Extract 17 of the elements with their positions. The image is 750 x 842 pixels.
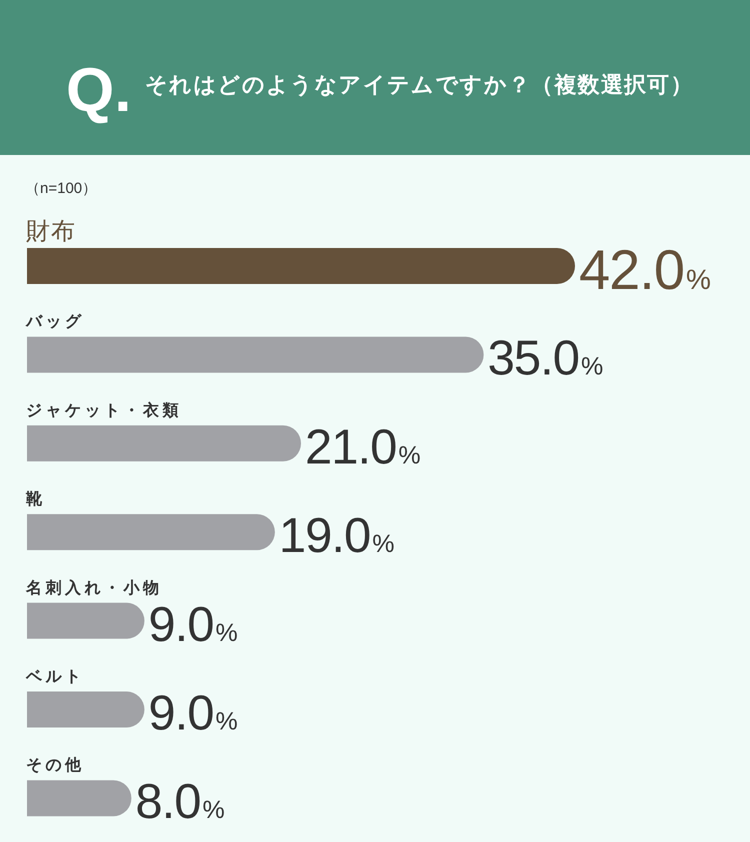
category-label: 靴	[26, 491, 46, 508]
value-label: 21.0%	[305, 420, 421, 474]
value-label: 8.0%	[135, 775, 225, 830]
category-label: その他	[26, 757, 84, 774]
title-prefix: Q.	[66, 56, 132, 125]
category-label: ベルト	[26, 668, 84, 686]
category-label: 名刺入れ・小物	[26, 580, 162, 597]
subtitle: （n=100）	[25, 180, 98, 197]
value-label: 42.0%	[579, 238, 711, 301]
value-label: 35.0%	[488, 332, 604, 386]
value-label: 19.0%	[278, 509, 395, 564]
value-label: 9.0%	[148, 686, 238, 740]
category-label: ジャケット・衣類	[26, 402, 182, 420]
category-label: 財布	[26, 218, 76, 245]
value-label: 9.0%	[148, 598, 238, 652]
title: それはどのようなアイテムですか？（複数選択可）	[145, 72, 694, 97]
category-label: バッグ	[26, 314, 84, 331]
